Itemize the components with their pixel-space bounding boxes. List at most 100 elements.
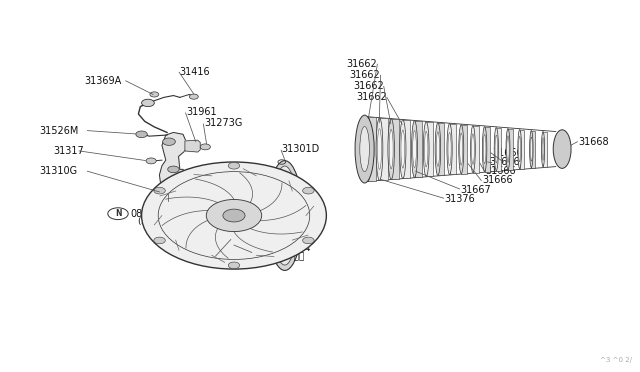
FancyBboxPatch shape <box>157 188 186 195</box>
Ellipse shape <box>355 115 374 183</box>
Circle shape <box>165 183 175 189</box>
Text: 31376: 31376 <box>444 194 475 204</box>
Text: 31301D: 31301D <box>282 144 320 154</box>
Text: 08911-34410: 08911-34410 <box>131 209 195 219</box>
Text: 31317: 31317 <box>54 146 84 156</box>
Bar <box>449 124 456 174</box>
Bar <box>508 129 513 170</box>
Text: ^3 ^0 2/: ^3 ^0 2/ <box>600 357 632 363</box>
Bar <box>531 131 536 168</box>
Ellipse shape <box>483 126 487 171</box>
Bar <box>484 126 490 171</box>
Ellipse shape <box>447 124 452 174</box>
Ellipse shape <box>272 166 298 265</box>
Ellipse shape <box>483 135 486 164</box>
Text: 31961: 31961 <box>186 107 217 117</box>
Ellipse shape <box>507 136 509 163</box>
Text: 31310G: 31310G <box>40 166 77 176</box>
Text: 31100: 31100 <box>193 255 223 265</box>
Circle shape <box>136 131 147 138</box>
Bar <box>438 123 444 176</box>
Bar <box>496 128 501 170</box>
Circle shape <box>200 144 211 150</box>
Ellipse shape <box>435 123 440 176</box>
Circle shape <box>303 237 314 244</box>
Circle shape <box>150 92 159 97</box>
Text: N: N <box>115 209 121 218</box>
Bar <box>415 121 422 177</box>
Text: 31668: 31668 <box>578 137 609 147</box>
Ellipse shape <box>541 132 545 167</box>
Text: SEE SEC.314: SEE SEC.314 <box>253 244 310 253</box>
Ellipse shape <box>378 129 381 169</box>
Ellipse shape <box>448 132 451 166</box>
Ellipse shape <box>401 130 404 168</box>
Ellipse shape <box>360 126 369 172</box>
Bar <box>380 118 388 180</box>
Text: 31666: 31666 <box>483 176 513 186</box>
Text: 31662: 31662 <box>353 81 384 91</box>
Text: (1): (1) <box>137 217 150 225</box>
Text: SEC.314 参照: SEC.314 参照 <box>253 251 305 260</box>
Bar <box>520 129 524 169</box>
Bar <box>426 122 433 176</box>
Ellipse shape <box>423 122 429 176</box>
Ellipse shape <box>495 135 497 163</box>
Polygon shape <box>185 140 200 152</box>
Polygon shape <box>159 132 188 194</box>
Text: 31666: 31666 <box>492 148 523 158</box>
Text: 31662: 31662 <box>356 92 387 102</box>
Ellipse shape <box>542 138 544 160</box>
Circle shape <box>141 162 326 269</box>
Ellipse shape <box>460 133 463 165</box>
Ellipse shape <box>459 125 464 173</box>
Ellipse shape <box>531 137 532 161</box>
Bar <box>461 125 467 173</box>
Bar <box>368 117 376 182</box>
Text: 31369A: 31369A <box>84 76 122 86</box>
Circle shape <box>228 163 240 169</box>
Circle shape <box>141 99 154 107</box>
Ellipse shape <box>365 128 370 170</box>
Text: 31273G: 31273G <box>204 118 243 128</box>
Bar <box>403 120 410 179</box>
Circle shape <box>189 94 198 99</box>
Text: 31667: 31667 <box>460 185 491 195</box>
Text: 31416: 31416 <box>180 67 211 77</box>
Circle shape <box>168 166 179 173</box>
Ellipse shape <box>506 129 510 170</box>
Text: 31662: 31662 <box>350 70 381 80</box>
Text: 31666: 31666 <box>486 166 516 176</box>
Circle shape <box>146 158 156 164</box>
Ellipse shape <box>518 129 522 169</box>
Ellipse shape <box>553 130 571 169</box>
Circle shape <box>228 262 240 269</box>
Ellipse shape <box>413 131 416 167</box>
Text: 31666: 31666 <box>489 157 520 167</box>
Ellipse shape <box>424 131 428 167</box>
Text: 31526M: 31526M <box>40 126 79 136</box>
Ellipse shape <box>400 120 406 179</box>
Ellipse shape <box>268 161 302 270</box>
Circle shape <box>206 199 262 232</box>
Text: 31662: 31662 <box>347 59 378 69</box>
Ellipse shape <box>494 128 499 170</box>
Ellipse shape <box>388 119 394 179</box>
Ellipse shape <box>518 137 521 162</box>
Ellipse shape <box>530 131 533 168</box>
Ellipse shape <box>389 129 393 169</box>
Ellipse shape <box>472 134 474 164</box>
Ellipse shape <box>470 126 476 173</box>
Circle shape <box>303 187 314 194</box>
Bar <box>543 132 547 167</box>
Ellipse shape <box>412 121 417 177</box>
Ellipse shape <box>436 132 440 166</box>
Bar <box>391 119 399 179</box>
Circle shape <box>154 237 165 244</box>
Circle shape <box>223 209 245 222</box>
Circle shape <box>154 187 165 194</box>
Bar <box>473 126 479 173</box>
Circle shape <box>163 138 175 145</box>
Ellipse shape <box>376 118 383 180</box>
Ellipse shape <box>364 117 371 182</box>
